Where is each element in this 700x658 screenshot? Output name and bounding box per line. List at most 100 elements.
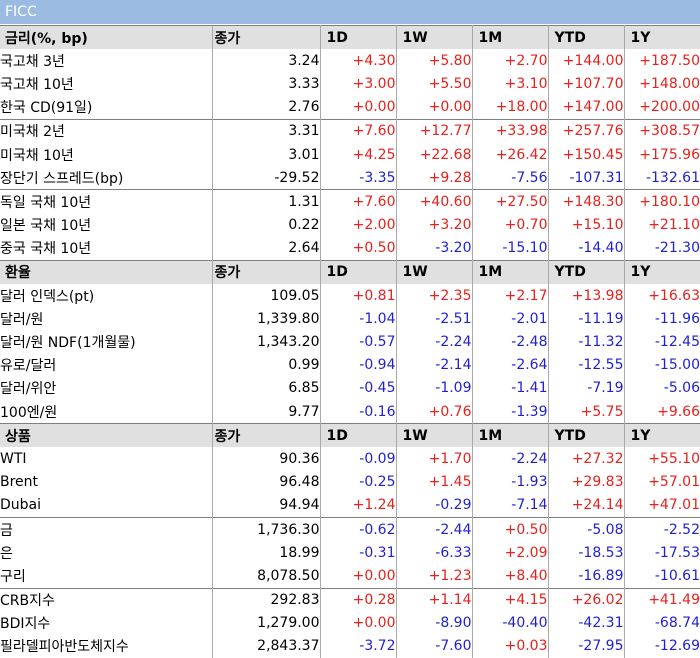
change-value: +308.57 [624, 118, 700, 143]
period-column-header: 1Y [624, 423, 700, 448]
change-value: +0.00 [396, 95, 473, 120]
table-row: 독일 국채 10년 1.31 +7.60 +40.60 +27.50 +148.30 +18… [0, 189, 700, 214]
table-row: 달러/원 NDF(1개월물) 1,343.20 -0.57 -2.24 -2.48 -11… [0, 330, 700, 354]
change-value: +21.10 [648, 217, 700, 234]
change-value: +147.00 [548, 95, 625, 120]
change-value: -7.19 [548, 376, 625, 400]
change-value: -3.72 [320, 634, 397, 658]
section-header-row: 상품 종가 1D 1W 1M YTD 1Y [0, 423, 700, 448]
instrument-name: Dubai [0, 493, 213, 518]
instrument-name: 달러/원 NDF(1개월물) [0, 330, 213, 354]
period-column-header: YTD [548, 259, 625, 285]
change-value: +41.49 [624, 587, 700, 612]
change-value: +1.14 [396, 587, 473, 612]
change-value: +148.30 [548, 189, 625, 214]
change-value: +144.00 [548, 49, 625, 73]
change-value: -8.90 [396, 611, 473, 635]
change-value: -12.69 [654, 638, 700, 655]
change-value: -3.35 [320, 166, 397, 190]
instrument-name: 은 [0, 541, 213, 565]
change-value: -42.31 [548, 611, 625, 635]
close-value: 1,279.00 [212, 611, 321, 635]
period-column-header: 1W [396, 25, 473, 50]
change-value: +257.76 [548, 118, 625, 143]
close-value: 90.36 [212, 447, 321, 471]
change-value: +1.70 [396, 447, 473, 471]
change-value: +57.01 [648, 474, 700, 491]
change-value: -5.06 [663, 380, 700, 397]
table-row: 100엔/원 9.77 -0.16 +0.76 -1.39 +5.75 +9.66 [0, 400, 700, 424]
close-column-header: 종가 [212, 423, 321, 448]
change-value: -0.09 [320, 447, 397, 471]
table-row: 중국 국채 10년 2.64 +0.50 -3.20 -15.10 -14.40 -21.3… [0, 236, 700, 261]
change-value: -107.31 [548, 166, 625, 190]
close-value: 1,343.20 [212, 330, 321, 354]
close-value: 3.31 [212, 118, 321, 143]
change-value: +13.98 [548, 284, 625, 308]
change-value: +24.14 [548, 493, 625, 518]
change-value: +40.60 [396, 189, 473, 214]
change-value: +4.25 [320, 142, 397, 167]
change-value: +150.45 [548, 142, 625, 167]
change-value: +0.50 [320, 236, 397, 261]
change-value: +4.15 [472, 587, 549, 612]
change-value: +180.10 [624, 189, 700, 214]
change-value: +2.70 [472, 49, 549, 73]
period-column-header: 1W [396, 259, 473, 285]
table-row: 장단기 스프레드(bp) -29.52 -3.35 +9.28 -7.56 -107.31… [0, 166, 700, 190]
change-value: +1.24 [320, 493, 397, 518]
instrument-name: 일본 국채 10년 [0, 213, 213, 237]
close-column-header: 종가 [212, 25, 321, 50]
change-value: +3.00 [320, 72, 397, 96]
change-value: +5.80 [396, 49, 473, 73]
close-value: 1,339.80 [212, 307, 321, 331]
change-value: -1.93 [472, 470, 549, 494]
table-row: WTI 90.36 -0.09 +1.70 -2.24 +27.32 +55.10 [0, 447, 700, 471]
table-row: 미국채 2년 3.31 +7.60 +12.77 +33.98 +257.76 +308.5… [0, 118, 700, 143]
section-label: 환율 [0, 259, 213, 285]
table-row: Brent 96.48 -0.25 +1.45 -1.93 +29.83 +57.01 [0, 470, 700, 494]
close-value: 1,736.30 [212, 516, 321, 542]
change-value: -0.16 [320, 400, 397, 424]
change-value: +2.09 [472, 541, 549, 565]
section-header-row: 환율 종가 1D 1W 1M YTD 1Y [0, 259, 700, 285]
change-value: +107.70 [548, 72, 625, 96]
change-value: +7.60 [320, 189, 397, 214]
change-value: -1.04 [320, 307, 397, 331]
change-value: -12.45 [654, 334, 700, 351]
change-value: -3.20 [396, 236, 473, 261]
change-value: +15.10 [548, 213, 625, 237]
change-value: +0.76 [396, 400, 473, 424]
period-column-header: YTD [548, 423, 625, 448]
period-column-header: YTD [548, 25, 625, 50]
change-value: +16.63 [648, 287, 700, 304]
change-value: +12.77 [396, 118, 473, 143]
change-value: +1.45 [396, 470, 473, 494]
close-value: 3.33 [212, 72, 321, 96]
change-value: -68.74 [654, 615, 700, 632]
close-value: 3.01 [212, 142, 321, 167]
table-row: 필라델피아반도체지수 2,843.37 -3.72 -7.60 +0.03 -27.95 -… [0, 634, 700, 658]
close-value: 94.94 [212, 493, 321, 518]
change-value: -10.61 [654, 567, 700, 584]
close-value: 6.85 [212, 376, 321, 400]
table-row: 달러/위안 6.85 -0.45 -1.09 -1.41 -7.19 -5.06 [0, 376, 700, 400]
instrument-name: 국고채 3년 [0, 49, 213, 73]
instrument-name: 한국 CD(91일) [0, 95, 213, 120]
change-value: -12.55 [548, 353, 625, 377]
change-value: -40.40 [472, 611, 549, 635]
change-value: +0.28 [320, 587, 397, 612]
change-value: -11.19 [548, 307, 625, 331]
table-row: Dubai 94.94 +1.24 -0.29 -7.14 +24.14 +47.01 [0, 493, 700, 518]
change-value: +27.50 [472, 189, 549, 214]
change-value: +7.60 [320, 118, 397, 143]
change-value: -1.41 [472, 376, 549, 400]
change-value: +8.40 [472, 564, 549, 588]
change-value: +55.10 [648, 450, 700, 467]
change-value: -27.95 [548, 634, 625, 658]
instrument-name: 달러 인덱스(pt) [0, 284, 213, 308]
change-value: +1.23 [396, 564, 473, 588]
section-label: 상품 [0, 423, 213, 448]
close-value: 0.22 [212, 213, 321, 237]
